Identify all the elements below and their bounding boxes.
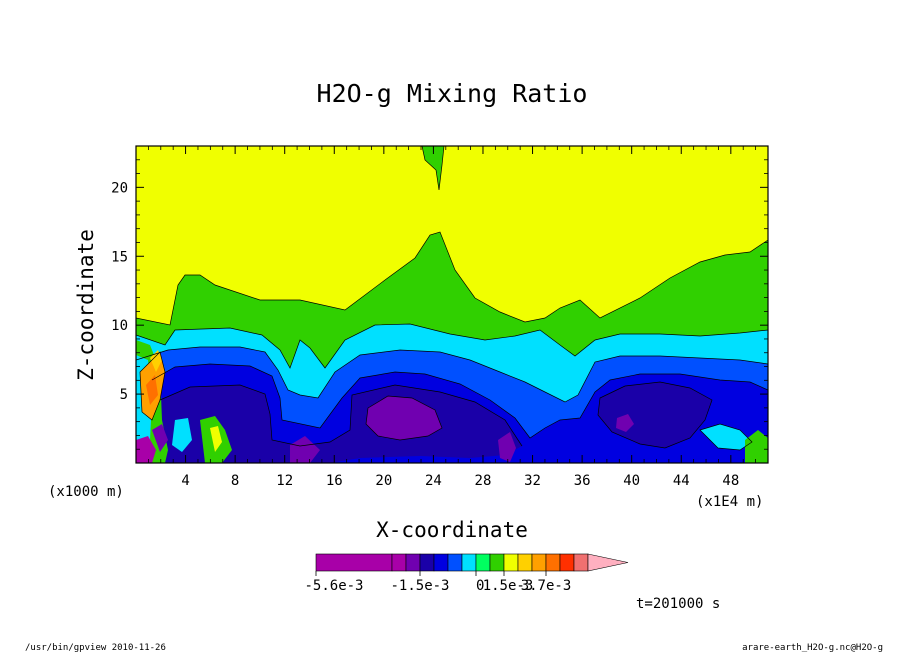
x-tick-label: 24	[425, 473, 442, 489]
footer-left: /usr/bin/gpview 2010-11-26	[25, 643, 166, 653]
colorbar-swatch	[461, 553, 477, 572]
x-tick-label: 20	[375, 473, 392, 489]
x-tick-label: 8	[231, 473, 239, 489]
x-axis-ticks: 4 8 12 16 20 24 28 32 36 40 44 48	[147, 146, 769, 489]
colorbar-swatch	[447, 553, 463, 572]
contour-field	[136, 146, 768, 463]
y-tick-label: 10	[111, 318, 128, 334]
y-axis-label: Z-coordinate	[74, 229, 98, 381]
x-tick-label: 44	[673, 473, 690, 489]
colorbar-swatch	[545, 553, 561, 572]
footer-right: arare-earth_H2O-g.nc@H2O-g	[742, 643, 883, 653]
colorbar-swatch	[573, 553, 589, 572]
x-tick-label: 32	[524, 473, 541, 489]
colorbar-swatch	[531, 553, 547, 572]
y-axis-ticks: 5 10 15 20	[111, 159, 768, 450]
x-unit-label: (x1E4 m)	[696, 494, 763, 510]
colorbar-swatch	[517, 553, 533, 572]
x-tick-label: 16	[326, 473, 343, 489]
x-tick-label: 4	[181, 473, 189, 489]
colorbar-extension	[587, 553, 629, 572]
colorbar-label: 0	[476, 578, 484, 594]
x-tick-label: 48	[722, 473, 739, 489]
colorbar-swatch	[489, 553, 505, 572]
time-label: t=201000 s	[636, 596, 720, 612]
colorbar-swatch	[419, 553, 435, 572]
y-tick-label: 5	[120, 387, 128, 403]
x-axis-label: X-coordinate	[376, 518, 528, 542]
colorbar-swatch	[405, 553, 421, 572]
colorbar-label: 1.5e-3	[483, 578, 534, 594]
colorbar-swatch	[391, 553, 407, 572]
z-unit-label: (x1000 m)	[48, 484, 124, 500]
colorbar-swatch	[315, 553, 393, 572]
colorbar	[315, 553, 629, 572]
colorbar-swatch	[503, 553, 519, 572]
colorbar-swatch	[475, 553, 491, 572]
colorbar-label: 3.7e-3	[521, 578, 572, 594]
colorbar-label: -1.5e-3	[390, 578, 449, 594]
y-tick-label: 15	[111, 249, 128, 265]
y-tick-label: 20	[111, 180, 128, 196]
x-tick-label: 12	[276, 473, 293, 489]
plot-frame	[135, 145, 769, 464]
x-tick-label: 28	[475, 473, 492, 489]
colorbar-labels: -5.6e-3 -1.5e-3 01.5e-33.7e-3	[304, 571, 571, 594]
colorbar-label: -5.6e-3	[304, 578, 363, 594]
colorbar-swatch	[433, 553, 449, 572]
colorbar-swatch	[559, 553, 575, 572]
x-tick-label: 36	[574, 473, 591, 489]
chart-title: H2O-g Mixing Ratio	[317, 79, 588, 108]
x-tick-label: 40	[623, 473, 640, 489]
